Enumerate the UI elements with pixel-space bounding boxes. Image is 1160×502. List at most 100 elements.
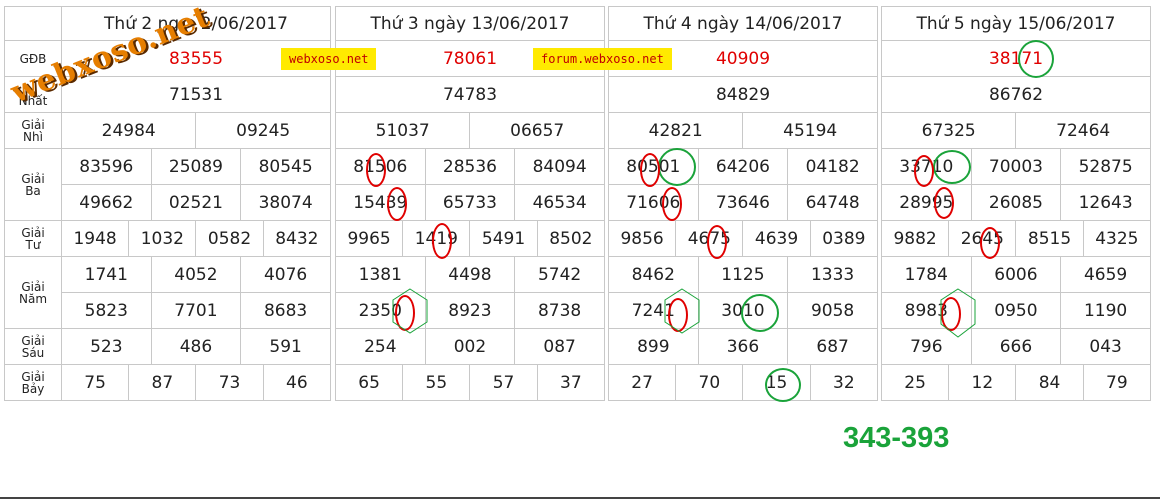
fifth-prize: 8923 <box>424 292 516 329</box>
fifth-prize: 4076 <box>240 256 331 293</box>
green-hexagon-mark <box>664 288 700 334</box>
ad-banner-forum[interactable]: forum.webxoso.net <box>533 48 672 70</box>
special-prize: 38171 <box>881 40 1151 77</box>
fifth-prize: 4659 <box>1060 256 1151 293</box>
results-table-day3: Thứ 4 ngày 14/06/2017 40909 84829 42821 … <box>607 6 879 401</box>
first-prize: 84829 <box>608 76 878 113</box>
seventh-prize: 73 <box>195 364 264 401</box>
second-prize: 24984 <box>60 112 197 149</box>
day-title: Thứ 3 ngày 13/06/2017 <box>335 6 605 41</box>
second-prize: 45194 <box>742 112 878 149</box>
third-prize: 15439 <box>335 184 426 221</box>
third-prize: 28536 <box>424 148 516 185</box>
seventh-prize: 57 <box>469 364 538 401</box>
sixth-prize: 486 <box>150 328 242 365</box>
fifth-prize: 4052 <box>150 256 242 293</box>
results-table-day1: Thứ 2 ng 2/06/2017 GĐB 83555 Nhất 71531 … <box>4 6 332 401</box>
day-title: Thứ 5 ngày 15/06/2017 <box>881 6 1151 41</box>
third-prize: 73646 <box>697 184 789 221</box>
fifth-prize: 1784 <box>881 256 972 293</box>
third-prize: 04182 <box>787 148 878 185</box>
fifth-prize: 4498 <box>424 256 516 293</box>
bottom-divider <box>0 497 1160 499</box>
third-prize: 84094 <box>514 148 605 185</box>
third-prize: 64206 <box>697 148 789 185</box>
red-oval-mark <box>432 223 452 259</box>
seventh-prize: 32 <box>809 364 879 401</box>
green-hexagon-mark <box>392 288 428 334</box>
label-sau: Giải Sáu <box>4 328 62 365</box>
sixth-prize: 254 <box>335 328 426 365</box>
label-bay: Giải Bảy <box>4 364 62 401</box>
fifth-prize: 7701 <box>150 292 242 329</box>
third-prize: 83596 <box>61 148 152 185</box>
label-nhat: Nhất <box>4 76 62 113</box>
second-prize: 06657 <box>469 112 605 149</box>
sixth-prize: 687 <box>787 328 878 365</box>
fourth-prize: 1948 <box>60 220 130 257</box>
red-oval-mark <box>366 153 386 187</box>
third-prize: 02521 <box>150 184 242 221</box>
green-circle-mark <box>658 148 696 186</box>
seventh-prize: 75 <box>60 364 130 401</box>
fourth-prize: 4639 <box>742 220 811 257</box>
fifth-prize: 9058 <box>787 292 878 329</box>
fourth-prize: 0389 <box>809 220 879 257</box>
seventh-prize: 65 <box>334 364 404 401</box>
red-oval-mark <box>934 187 954 219</box>
green-circle-mark <box>741 294 779 332</box>
fourth-prize: 8432 <box>262 220 332 257</box>
fifth-prize: 8738 <box>514 292 605 329</box>
second-prize: 09245 <box>195 112 331 149</box>
fourth-prize: 8515 <box>1015 220 1084 257</box>
first-prize: 74783 <box>335 76 605 113</box>
fourth-prize: 0582 <box>195 220 264 257</box>
third-prize: 70003 <box>970 148 1062 185</box>
fifth-prize: 6006 <box>970 256 1062 293</box>
fourth-prize: 9965 <box>334 220 404 257</box>
first-prize: 71531 <box>61 76 331 113</box>
red-oval-mark <box>707 225 727 259</box>
label-ba: Giải Ba <box>4 148 62 221</box>
corner-cell <box>4 6 62 41</box>
fifth-prize: 1333 <box>787 256 878 293</box>
seventh-prize: 46 <box>262 364 332 401</box>
fourth-prize: 1032 <box>128 220 197 257</box>
green-circle-mark <box>765 368 801 402</box>
seventh-prize: 84 <box>1015 364 1084 401</box>
red-oval-mark <box>914 155 934 187</box>
fourth-prize: 4325 <box>1082 220 1152 257</box>
red-oval-mark <box>941 297 961 331</box>
seventh-prize: 37 <box>536 364 606 401</box>
fifth-prize: 5823 <box>61 292 152 329</box>
sixth-prize: 591 <box>240 328 331 365</box>
fifth-prize: 1125 <box>697 256 789 293</box>
sixth-prize: 087 <box>514 328 605 365</box>
third-prize: 64748 <box>787 184 878 221</box>
sixth-prize: 366 <box>697 328 789 365</box>
red-oval-mark <box>980 227 1000 259</box>
red-oval-mark <box>640 153 660 187</box>
green-hexagon-mark <box>940 288 976 338</box>
seventh-prize: 25 <box>880 364 950 401</box>
results-table-day4: Thứ 5 ngày 15/06/2017 38171 86762 67325 … <box>880 6 1152 401</box>
fifth-prize: 5742 <box>514 256 605 293</box>
fourth-prize: 8502 <box>536 220 606 257</box>
sixth-prize: 899 <box>608 328 699 365</box>
ad-banner-webxoso[interactable]: webxoso.net <box>281 48 377 70</box>
second-prize: 67325 <box>880 112 1017 149</box>
third-prize: 49662 <box>61 184 152 221</box>
third-prize: 28995 <box>881 184 972 221</box>
sixth-prize: 002 <box>424 328 516 365</box>
red-oval-mark <box>387 187 407 221</box>
third-prize: 12643 <box>1060 184 1151 221</box>
prediction-result: 343-393 <box>843 422 950 454</box>
third-prize: 65733 <box>424 184 516 221</box>
red-oval-mark <box>662 187 682 221</box>
seventh-prize: 79 <box>1082 364 1152 401</box>
fifth-prize: 8683 <box>240 292 331 329</box>
fourth-prize: 9856 <box>607 220 677 257</box>
third-prize: 46534 <box>514 184 605 221</box>
fifth-prize: 1381 <box>335 256 426 293</box>
third-prize: 52875 <box>1060 148 1151 185</box>
